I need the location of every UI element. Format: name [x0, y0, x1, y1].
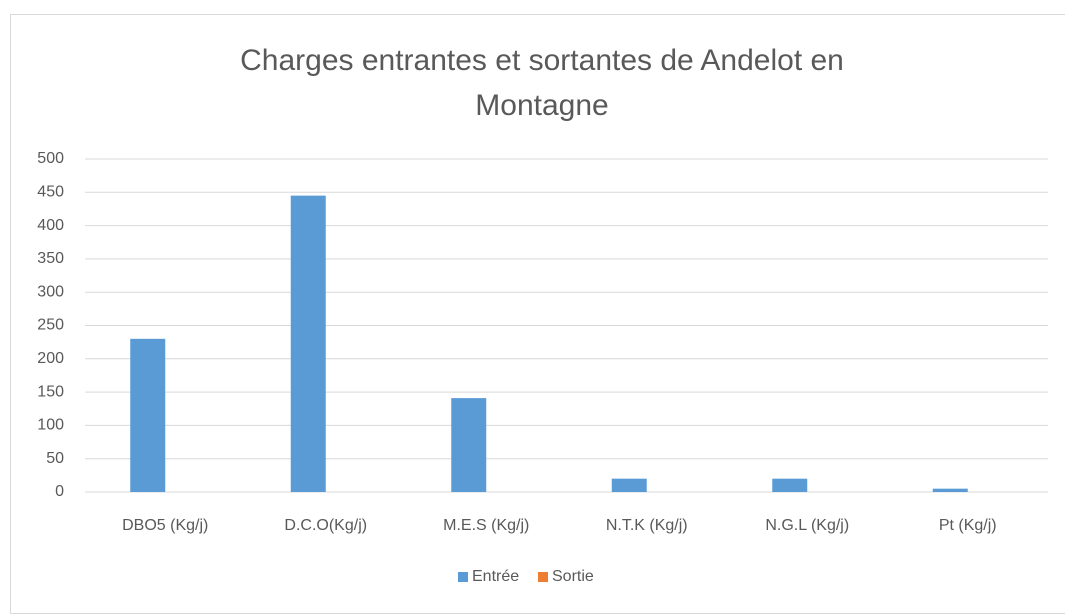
y-tick-label: 450 — [37, 184, 64, 201]
bar — [290, 195, 326, 492]
legend-swatch — [458, 572, 468, 582]
bar — [932, 488, 968, 492]
legend-label: Sortie — [552, 568, 594, 585]
x-tick-label: N.G.L (Kg/j) — [765, 517, 849, 534]
legend-label: Entrée — [472, 568, 519, 585]
chart-title: Charges entrantes et sortantes de Andelo… — [240, 44, 844, 122]
y-tick-label: 350 — [37, 250, 64, 267]
y-tick-label: 200 — [37, 350, 64, 367]
bar — [130, 338, 166, 492]
x-tick-label: Pt (Kg/j) — [939, 517, 997, 534]
y-tick-label: 500 — [37, 150, 64, 167]
y-tick-label: 50 — [46, 450, 64, 467]
x-tick-label: D.C.O(Kg/j) — [284, 517, 367, 534]
legend-swatch — [538, 572, 548, 582]
y-tick-label: 0 — [55, 483, 64, 500]
y-tick-label: 400 — [37, 217, 64, 234]
y-tick-label: 250 — [37, 317, 64, 334]
y-tick-label: 100 — [37, 417, 64, 434]
y-tick-label: 150 — [37, 383, 64, 400]
x-tick-label: DBO5 (Kg/j) — [122, 517, 208, 534]
bar — [772, 478, 808, 492]
y-tick-label: 300 — [37, 283, 64, 300]
bar — [451, 398, 487, 492]
x-tick-label: M.E.S (Kg/j) — [443, 517, 529, 534]
x-tick-label: N.T.K (Kg/j) — [606, 517, 688, 534]
bar — [611, 478, 647, 492]
